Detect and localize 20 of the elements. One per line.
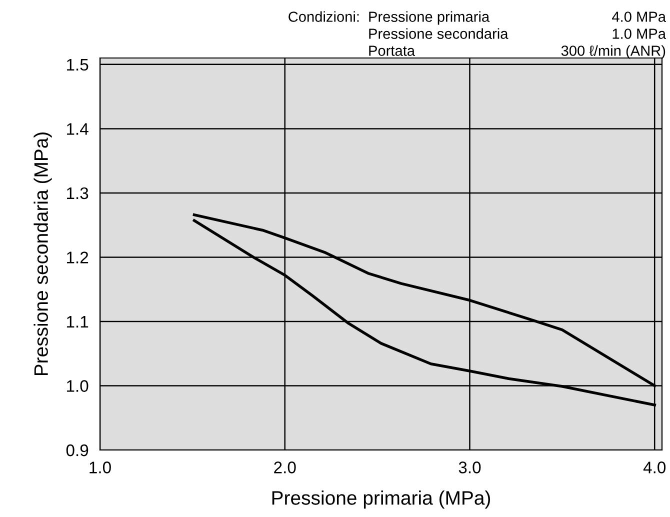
- x-tick-label: 1.0: [90, 462, 111, 474]
- y-tick-label: 1.4: [66, 123, 88, 135]
- y-tick-label: 1.0: [66, 380, 88, 392]
- x-tick-label: 3.0: [458, 462, 481, 474]
- text: 1.0 MPa: [612, 28, 666, 39]
- text: 4.0 MPa: [612, 12, 666, 22]
- text: Pressione secondaria: [369, 28, 508, 39]
- x-tick-label: 4.0: [643, 462, 666, 474]
- text: Portata: [369, 46, 416, 56]
- y-tick-label: 1.1: [66, 316, 88, 328]
- x-tick-label: 2.0: [274, 462, 296, 474]
- x-axis-title: Pressione primaria (MPa): [272, 490, 490, 509]
- text: Condizioni:: [288, 11, 359, 22]
- text: Pressione primaria: [369, 11, 490, 25]
- annotation: 300 ℓ/min (ANR): [561, 45, 666, 59]
- y-axis-title: Pressione secondaria (MPa): [34, 132, 52, 376]
- y-tick-label: 1.2: [66, 252, 88, 264]
- y-tick-label: 1.3: [66, 187, 88, 200]
- y-tick-label: 0.9: [66, 444, 88, 456]
- y-tick-label: 1.5: [66, 59, 88, 71]
